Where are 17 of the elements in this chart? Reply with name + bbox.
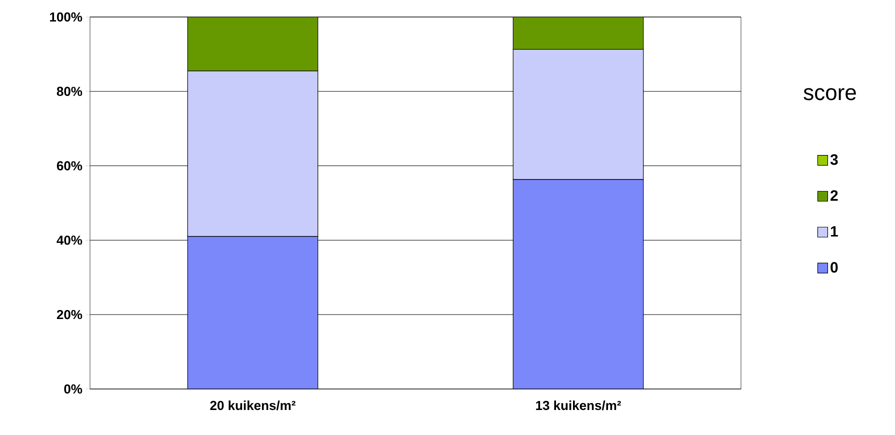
x-tick-label: 20 kuikens/m² — [210, 400, 296, 410]
y-tick-label: 60% — [56, 161, 82, 170]
bar — [187, 236, 318, 389]
legend-label: 2 — [830, 190, 838, 201]
y-tick-label: 100% — [50, 12, 82, 22]
bar — [187, 16, 318, 72]
y-tick-label: 40% — [56, 236, 82, 245]
bar — [512, 179, 644, 389]
x-tick-label: 13 kuikens/m² — [536, 400, 621, 410]
y-tick-label: 0% — [64, 384, 82, 394]
y-tick-label: 20% — [56, 310, 82, 320]
legend-label: 0 — [830, 262, 838, 273]
legend-title: score — [804, 88, 856, 100]
legend-label: 1 — [830, 226, 838, 237]
y-tick-label: 80% — [56, 86, 82, 96]
bar — [512, 16, 644, 50]
legend-label: 3 — [830, 154, 838, 165]
